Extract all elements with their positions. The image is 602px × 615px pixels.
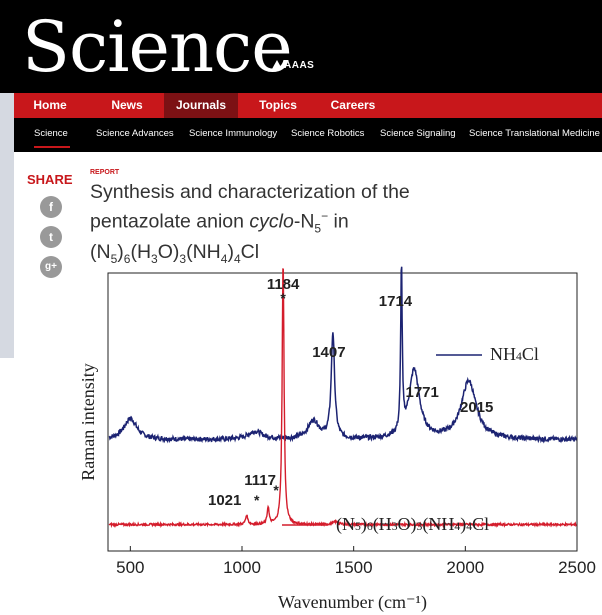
title-line-3-part: 6	[123, 252, 131, 267]
peak-label: 1714	[379, 293, 413, 310]
title-line-2-main: -N	[293, 210, 315, 233]
title-line-2-sub: 5	[314, 221, 322, 236]
x-tick-label: 1500	[335, 558, 373, 577]
subnav-science-signaling[interactable]: Science Signaling	[380, 128, 456, 139]
nav-topics[interactable]: Topics	[259, 98, 297, 112]
x-axis-label: Wavenumber (cm⁻¹)	[278, 592, 427, 613]
raman-spectrum-figure: 500 1000 1500 2000 2500 Wavenumber (cm⁻¹) Rama…	[60, 262, 602, 615]
title-line-2-pre: pentazolate anion	[90, 210, 250, 233]
peak-star: *	[273, 482, 279, 498]
aaas-mark-icon	[272, 60, 282, 69]
series-line-0	[108, 266, 578, 444]
title-line-3-part: 3	[179, 252, 187, 267]
peak-label: 1117	[244, 472, 276, 489]
twitter-icon: t	[49, 230, 53, 244]
aaas-logo[interactable]: AAAS	[272, 60, 314, 71]
legend-label: NH4Cl	[490, 344, 539, 364]
sidebar-background	[0, 93, 14, 358]
raman-spectrum-chart: 500 1000 1500 2000 2500 Wavenumber (cm⁻¹) Rama…	[78, 266, 596, 613]
article-title[interactable]: Synthesis and characterization of the pe…	[90, 180, 590, 271]
peak-label: 1771	[406, 384, 439, 401]
legend-label-part: NH	[490, 344, 516, 364]
subnav-science[interactable]: Science	[34, 128, 68, 139]
legend-label-part: (NH	[422, 514, 454, 535]
legend-label-part: 4	[516, 350, 522, 363]
peak-label: 1184	[267, 276, 300, 293]
nav-news[interactable]: News	[111, 98, 143, 112]
main-nav: Home News Journals Topics Careers	[14, 93, 602, 118]
title-line-2-italic: cyclo	[249, 210, 294, 233]
legend-label-part: 6	[367, 520, 373, 533]
legend-label-part: Cl	[522, 344, 539, 364]
legend-label-part: O)	[398, 514, 417, 535]
legend-label-part: 4	[466, 520, 472, 533]
title-line-3: (N5)6(H3O)3(NH4)4Cl	[90, 240, 590, 271]
twitter-share-button[interactable]: t	[40, 226, 62, 248]
legend-label-part: Cl	[472, 514, 489, 534]
legend-label-part: (H	[373, 514, 392, 535]
science-logo[interactable]: Science	[22, 6, 293, 88]
title-line-3-part: O)	[157, 241, 180, 264]
masthead: Science AAAS	[0, 0, 602, 93]
x-tick-label: 500	[116, 558, 144, 577]
x-tick-label: 1000	[223, 558, 261, 577]
peak-star: *	[280, 290, 286, 306]
legend-label-part: 4	[454, 520, 460, 533]
facebook-share-button[interactable]: f	[40, 196, 62, 218]
googleplus-icon: g+	[45, 261, 57, 272]
subnav-active-indicator	[34, 146, 70, 148]
title-line-1: Synthesis and characterization of the	[90, 181, 410, 203]
peak-label: 1021	[208, 492, 241, 509]
peak-label: 2015	[460, 399, 493, 416]
nav-careers[interactable]: Careers	[330, 98, 376, 112]
title-line-3-part: 5	[110, 252, 118, 267]
title-line-3-part: (N	[90, 241, 111, 264]
facebook-icon: f	[49, 200, 53, 214]
nav-journals[interactable]: Journals	[164, 93, 238, 118]
legend-label-part: 3	[392, 520, 398, 533]
title-line-3-part: Cl	[240, 241, 260, 264]
title-line-3-part: 4	[233, 252, 241, 267]
subnav-science-advances[interactable]: Science Advances	[96, 128, 174, 139]
subnav-science-immunology[interactable]: Science Immunology	[189, 128, 278, 139]
plot-frame	[107, 272, 578, 552]
share-label: SHARE	[27, 172, 73, 187]
title-line-3-part: )	[117, 241, 124, 264]
title-line-3-part: (H	[130, 241, 152, 264]
y-axis-label: Raman intensity	[78, 363, 98, 480]
subnav-science-translational-medicine[interactable]: Science Translational Medicine	[469, 128, 600, 139]
googleplus-share-button[interactable]: g+	[40, 256, 62, 278]
title-line-3-part: (NH	[186, 241, 221, 264]
article-type-tag: REPORT	[90, 169, 120, 176]
x-tick-label: 2000	[446, 558, 484, 577]
title-line-3-part: 3	[151, 252, 158, 267]
peak-label: 1407	[312, 344, 345, 361]
title-line-2: pentazolate anion cyclo-N5− in	[90, 204, 590, 240]
legend-label: (N5)6(H3O)3(NH4)4Cl	[336, 514, 489, 535]
title-line-3-part: )	[227, 241, 234, 264]
x-tick-label: 2500	[558, 558, 596, 577]
legend-label-part: 5	[355, 520, 361, 533]
title-line-2-post: in	[328, 210, 349, 233]
title-line-2-sup: −	[321, 209, 329, 223]
legend-label-part: )	[361, 514, 367, 535]
legend-label-part: 3	[417, 520, 423, 533]
legend-label-part: )	[460, 514, 466, 535]
title-line-3-part: 4	[220, 252, 228, 267]
aaas-label: AAAS	[284, 60, 315, 71]
subnav-science-robotics[interactable]: Science Robotics	[291, 128, 365, 139]
nav-home[interactable]: Home	[33, 98, 67, 112]
legend-label-part: (N	[336, 514, 355, 535]
peak-star: *	[254, 492, 260, 508]
journal-subnav: Science Science Advances Science Immunol…	[14, 118, 602, 152]
series-line-1	[108, 268, 577, 529]
